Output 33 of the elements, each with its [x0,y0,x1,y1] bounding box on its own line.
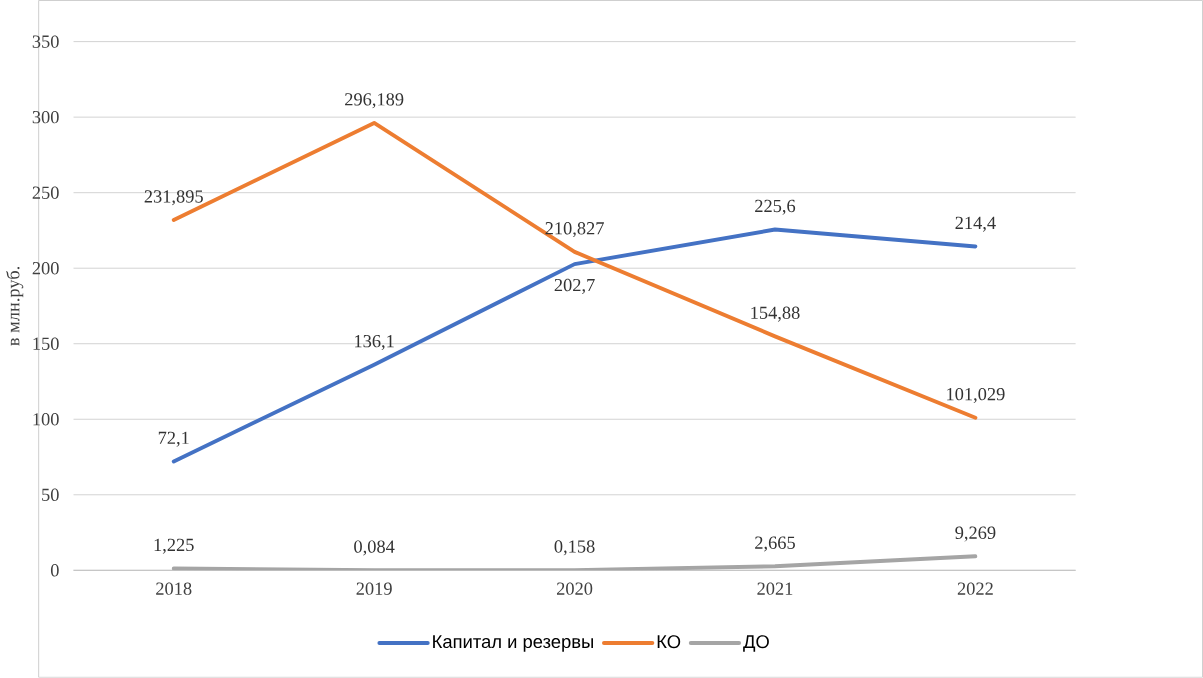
data-label: 214,4 [955,216,996,232]
y-tick-label: 200 [32,262,59,275]
y-tick-label: 100 [33,413,59,426]
data-label: 9,269 [955,526,996,542]
data-label: 2,665 [755,536,795,552]
data-label: 210,827 [545,222,604,238]
data-label: 296,189 [345,93,404,109]
data-label: 101,029 [947,388,1005,404]
legend-label: ДО [743,635,769,652]
y-tick-label: 250 [32,186,59,199]
y-tick-label: 50 [42,488,59,502]
x-tick-label: 2018 [156,582,192,595]
y-tick-label: 350 [32,35,59,48]
y-tick-label: 150 [33,337,59,351]
x-tick-label: 2021 [757,582,793,595]
line-series [171,554,978,571]
data-label: 0,158 [554,540,595,556]
legend-label: КО [657,635,681,649]
y-tick-label: 0 [50,564,59,577]
y-axis-title: в млн.руб. [6,267,24,346]
legend-label: Капитал и резервы [433,635,593,652]
data-label: 202,7 [554,278,595,295]
data-label: 136,1 [355,335,394,351]
data-label: 72,1 [158,431,189,447]
x-tick-label: 2020 [556,582,593,595]
data-label: 0,084 [354,540,395,556]
data-label: 225,6 [755,199,796,215]
data-label: 231,895 [144,190,203,206]
data-label: 154,88 [751,306,800,322]
y-tick-label: 300 [32,111,59,124]
x-tick-label: 2022 [957,582,993,595]
x-tick-label: 2019 [356,582,392,595]
data-label: 1,225 [154,538,194,554]
